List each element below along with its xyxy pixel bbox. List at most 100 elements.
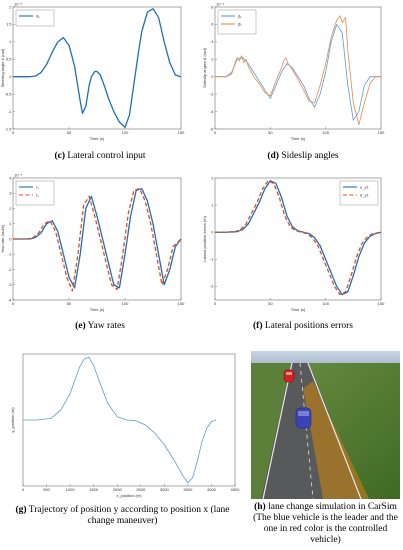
chart-c-ytick-label: -0.5	[5, 91, 13, 96]
chart-d-ytick-label: 2	[211, 57, 214, 62]
chart-g-xtick-label: 2000	[113, 487, 123, 492]
chart-e-ylabel: Yaw rate (rad/s)	[0, 224, 5, 253]
chart-c-xtick-label: 150	[178, 130, 185, 135]
chart-f-xlabel: Time (s)	[291, 307, 306, 312]
chart-d-ytick-label: -4	[210, 109, 214, 114]
chart-f-ytick-label: 0	[211, 230, 214, 235]
chart-c-ytick-label: 1.5	[6, 22, 12, 27]
chart-c-xtick-label: 0	[12, 130, 15, 135]
caption-f-label: (f)	[253, 321, 263, 331]
chart-e-svg: 0 50 100 150 -4 -3 -2 -1 0 1 2 3 410⁻³ Time (s) Yaw ra…	[0, 173, 185, 313]
carsim-simulation-image	[251, 351, 400, 499]
caption-e: (e) Yaw rates	[0, 321, 200, 332]
chart-c-series-line-0	[13, 8, 182, 128]
carsim-scene-svg	[251, 351, 400, 499]
caption-h-text: lane change simulation in CarSim (The bl…	[253, 502, 398, 545]
caption-d-label: (d)	[267, 151, 279, 161]
chart-f-legend-label-0: e_y1	[360, 184, 369, 189]
chart-g-xtick-label: 3500	[183, 487, 193, 492]
chart-c-xtick-label: 50	[67, 130, 72, 135]
chart-c-plot-area	[12, 6, 182, 130]
chart-d-ytick-label: 4	[211, 39, 214, 44]
chart-g-svg: 0 500 1000 1500 2000 2500 3000 3500 4000 4500 x_po…	[10, 353, 241, 498]
chart-f-svg: 0 50 100 150 -2 -1 0 1 2 Time (s) Lateral position…	[202, 175, 385, 312]
chart-e-xtick-label: 50	[67, 301, 72, 306]
chart-c-ytick-label: 2	[9, 4, 12, 9]
caption-g-label: (g)	[15, 505, 27, 515]
caption-e-text: Yaw rates	[87, 321, 125, 331]
chart-f-ytick-label: 1	[211, 202, 214, 207]
chart-g-xtick-label: 1000	[66, 487, 76, 492]
chart-g-xtick-label: 500	[43, 487, 50, 492]
chart-e-xtick-label: 150	[178, 301, 185, 306]
chart-f: 0 50 100 150 -2 -1 0 1 2 Time (s) Lateral position…	[202, 172, 403, 342]
chart-d-exponent: 10⁻⁴	[216, 2, 225, 7]
sky	[251, 351, 400, 365]
caption-e-label: (e)	[75, 321, 86, 331]
chart-d: 0 50 100 150 -6 -4 -2 0 2 4 6 8 10⁻⁴ Time (s) Sideslip…	[202, 0, 403, 172]
chart-g-xtick-label: 0	[22, 487, 25, 492]
chart-d-xtick-label: 50	[268, 130, 273, 135]
chart-c-ytick-label: 0	[9, 74, 12, 79]
caption-f: (f) Lateral positions errors	[203, 321, 403, 332]
chart-g-ylabel: y_position (m)	[10, 407, 15, 433]
chart-e-ytick-label: -3	[8, 282, 12, 287]
caption-c-text: Lateral control input	[67, 151, 146, 161]
chart-g-xtick-label: 3000	[160, 487, 170, 492]
chart-e-series-line-1	[13, 188, 182, 292]
chart-e-ytick-label: -1	[8, 252, 12, 257]
chart-f-legend-label-1: ê_y1	[360, 192, 369, 197]
chart-c-ytick-label: 0.5	[6, 57, 12, 62]
chart-e-ytick-label: 2	[9, 206, 12, 211]
chart-g-xtick-label: 1500	[89, 487, 99, 492]
chart-c-exponent: 10⁻³	[14, 2, 23, 7]
chart-f-ytick-label: -1	[210, 257, 214, 262]
chart-c-xtick-label: 100	[122, 130, 129, 135]
chart-e-ytick-label: 0	[9, 236, 12, 241]
chart-e-xtick-label: 100	[122, 301, 129, 306]
caption-f-text: Lateral positions errors	[264, 321, 353, 331]
chart-d-ytick-label: 0	[211, 74, 214, 79]
vehicle-path	[303, 381, 369, 499]
chart-d-ytick-label: 8	[211, 4, 214, 9]
controlled-vehicle-red	[283, 369, 295, 383]
caption-c-label: (c)	[54, 151, 66, 161]
chart-f-legend-box	[339, 180, 379, 206]
chart-f-ylabel: Lateral position errors (m)	[202, 215, 207, 261]
chart-c-legend-label-0: δ₁	[36, 13, 40, 18]
chart-c: 0 50 100 150 -1.5 -1 -0.5 0 0.5 1 1.5 2 10⁻³ Time (s)…	[0, 0, 200, 172]
chart-d-legend-box	[217, 9, 257, 35]
chart-f-xtick-label: 150	[378, 301, 385, 306]
chart-d-xtick-label: 150	[378, 130, 385, 135]
chart-e-ytick-label: 1	[9, 221, 12, 226]
chart-e-ytick-label: -2	[8, 267, 12, 272]
chart-d-series-line-1	[215, 15, 381, 126]
chart-c-ylabel: Steering angle δ (rad)	[0, 48, 5, 87]
chart-c-ytick-label: -1.5	[5, 126, 13, 131]
chart-d-ylabel: Sideslip angles β (rad)	[202, 47, 207, 88]
chart-d-ytick-label: 6	[211, 22, 214, 27]
chart-f-xtick-label: 100	[322, 301, 329, 306]
chart-e-ytick-label: -4	[8, 297, 12, 302]
chart-e-exponent: 10⁻³	[14, 173, 23, 178]
chart-g: 0 500 1000 1500 2000 2500 3000 3500 4000 4500 x_po…	[0, 346, 245, 550]
chart-e-xlabel: Time (s)	[90, 307, 105, 312]
chart-e: 0 50 100 150 -4 -3 -2 -1 0 1 2 3 4 10⁻³ Time (s) Yaw ra…	[0, 172, 200, 342]
caption-c: (c) Lateral control input	[0, 151, 200, 162]
caption-g: (g) Trajectory of position y according t…	[4, 505, 241, 527]
chart-f-xtick-label: 50	[268, 301, 273, 306]
chart-e-legend-label-1: r̂₁	[35, 192, 39, 197]
chart-f-xtick-label: 0	[214, 301, 217, 306]
chart-e-xtick-label: 0	[12, 301, 15, 306]
chart-c-svg: 0 50 100 150 -1.5 -1 -0.5 0 0.5 1 1.5 210⁻³ Time (s)…	[0, 2, 185, 142]
chart-e-ytick-label: 4	[9, 175, 12, 180]
chart-d-svg: 0 50 100 150 -6 -4 -2 0 2 4 6 810⁻⁴ Time (s) Sideslip…	[202, 2, 385, 142]
chart-d-legend-label-0: β₁	[238, 13, 242, 18]
chart-e-legend-box	[15, 180, 55, 206]
chart-g-xtick-label: 2500	[136, 487, 146, 492]
chart-c-ytick-label: -1	[8, 109, 12, 114]
caption-g-text: Trajectory of position y according to po…	[28, 505, 230, 526]
chart-g-xtick-label: 4500	[231, 487, 241, 492]
leader-vehicle-blue	[295, 407, 312, 429]
caption-d-text: Sideslip angles	[281, 151, 339, 161]
